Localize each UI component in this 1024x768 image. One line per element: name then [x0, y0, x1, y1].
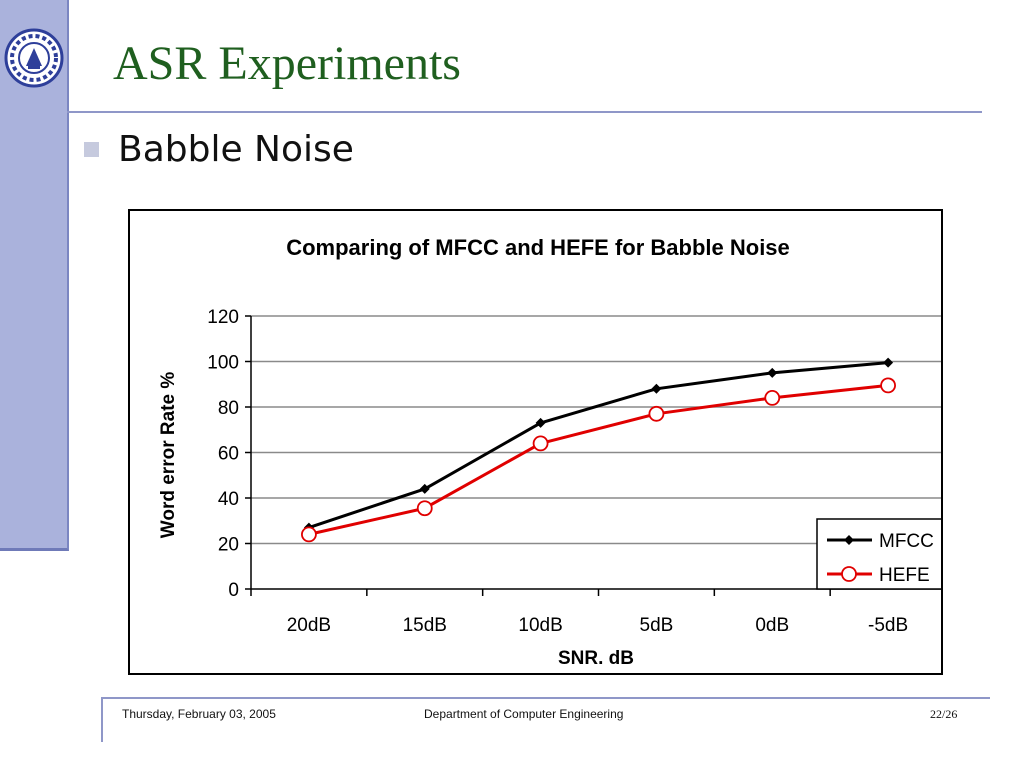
y-axis-label: Word error Rate %: [158, 372, 179, 539]
footer-page-number: 22/26: [930, 707, 958, 721]
title-divider: [67, 111, 982, 113]
x-tick-label: 10dB: [518, 615, 562, 636]
legend-label: HEFE: [879, 565, 930, 586]
footer-accent-bar: [101, 699, 103, 742]
y-tick-label: 60: [218, 444, 239, 465]
legend-box: [816, 518, 941, 590]
data-point: [841, 566, 857, 582]
university-logo-icon: [4, 28, 64, 88]
line-chart: Comparing of MFCC and HEFE for Babble No…: [158, 235, 941, 669]
footer-department: Department of Computer Engineering: [424, 707, 624, 721]
x-tick-label: 0dB: [755, 615, 789, 636]
y-tick-label: 20: [218, 535, 239, 556]
bullet-square-icon: [84, 142, 99, 157]
data-series: [301, 357, 896, 543]
data-point: [767, 367, 778, 378]
data-point: [764, 389, 781, 406]
series-line-mfcc: [308, 361, 889, 529]
series-line-hefe: [308, 383, 889, 536]
y-tick-label: 100: [207, 353, 239, 374]
footer-date: Thursday, February 03, 2005: [122, 707, 276, 721]
data-point: [301, 526, 317, 543]
x-axis-label: SNR. dB: [558, 648, 634, 669]
data-point: [648, 405, 665, 422]
data-point: [416, 500, 433, 517]
legend: MFCC HEFE: [816, 518, 941, 590]
data-point: [419, 483, 430, 494]
axes: 0 20 40 60 80 100 120 20dB 15dB 10dB 5dB 0dB -5dB: [207, 307, 941, 636]
data-point: [883, 357, 894, 368]
chart-title: Comparing of MFCC and HEFE for Babble No…: [286, 235, 790, 260]
slide-title: ASR Experiments: [113, 37, 461, 90]
sidebar-band: [0, 0, 69, 551]
y-tick-label: 120: [207, 307, 239, 328]
legend-label: MFCC: [879, 531, 934, 552]
x-tick-label: 15dB: [403, 615, 447, 636]
data-point: [844, 535, 854, 545]
y-tick-label: 80: [218, 398, 239, 419]
y-tick-label: 0: [228, 580, 239, 601]
data-point: [651, 383, 662, 394]
y-tick-label: 40: [218, 489, 239, 510]
data-point: [535, 417, 546, 428]
chart-frame: Comparing of MFCC and HEFE for Babble No…: [128, 209, 943, 675]
bullet-text: Babble Noise: [118, 129, 354, 170]
x-tick-label: -5dB: [868, 615, 908, 636]
x-tick-label: 20dB: [287, 615, 331, 636]
footer-divider: [101, 697, 990, 699]
data-point: [532, 435, 549, 452]
data-point: [880, 377, 896, 394]
x-tick-label: 5dB: [640, 615, 674, 636]
